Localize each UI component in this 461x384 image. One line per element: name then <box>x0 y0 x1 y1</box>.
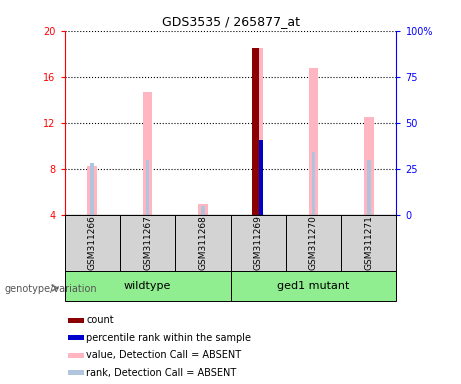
Text: value, Detection Call = ABSENT: value, Detection Call = ABSENT <box>86 350 241 360</box>
Bar <box>65 215 120 271</box>
Text: wildtype: wildtype <box>124 281 171 291</box>
Text: GSM311270: GSM311270 <box>309 215 318 270</box>
Bar <box>90 163 94 215</box>
Bar <box>198 204 208 215</box>
Bar <box>341 215 396 271</box>
Bar <box>286 215 341 271</box>
Bar <box>259 140 263 215</box>
Bar <box>175 215 230 271</box>
Bar <box>68 336 83 340</box>
Bar <box>87 166 97 215</box>
Text: count: count <box>86 315 114 325</box>
Text: GSM311267: GSM311267 <box>143 215 152 270</box>
Bar <box>253 48 263 215</box>
Bar <box>68 353 83 358</box>
Text: percentile rank within the sample: percentile rank within the sample <box>86 333 251 343</box>
Bar <box>367 160 371 215</box>
Bar <box>68 318 83 323</box>
Bar <box>120 215 175 271</box>
Bar <box>252 48 259 215</box>
Bar <box>230 271 396 301</box>
Bar <box>146 160 149 215</box>
Bar <box>201 206 205 215</box>
Text: GSM311268: GSM311268 <box>198 215 207 270</box>
Bar <box>364 117 374 215</box>
Bar <box>68 371 83 375</box>
Bar <box>230 215 286 271</box>
Bar <box>142 92 153 215</box>
Text: GSM311271: GSM311271 <box>364 215 373 270</box>
Bar <box>308 68 319 215</box>
Text: GSM311266: GSM311266 <box>88 215 97 270</box>
Text: ged1 mutant: ged1 mutant <box>278 281 349 291</box>
Text: genotype/variation: genotype/variation <box>5 284 97 294</box>
Bar <box>312 152 315 215</box>
Bar <box>65 271 230 301</box>
Title: GDS3535 / 265877_at: GDS3535 / 265877_at <box>161 15 300 28</box>
Text: rank, Detection Call = ABSENT: rank, Detection Call = ABSENT <box>86 368 236 378</box>
Text: GSM311269: GSM311269 <box>254 215 263 270</box>
